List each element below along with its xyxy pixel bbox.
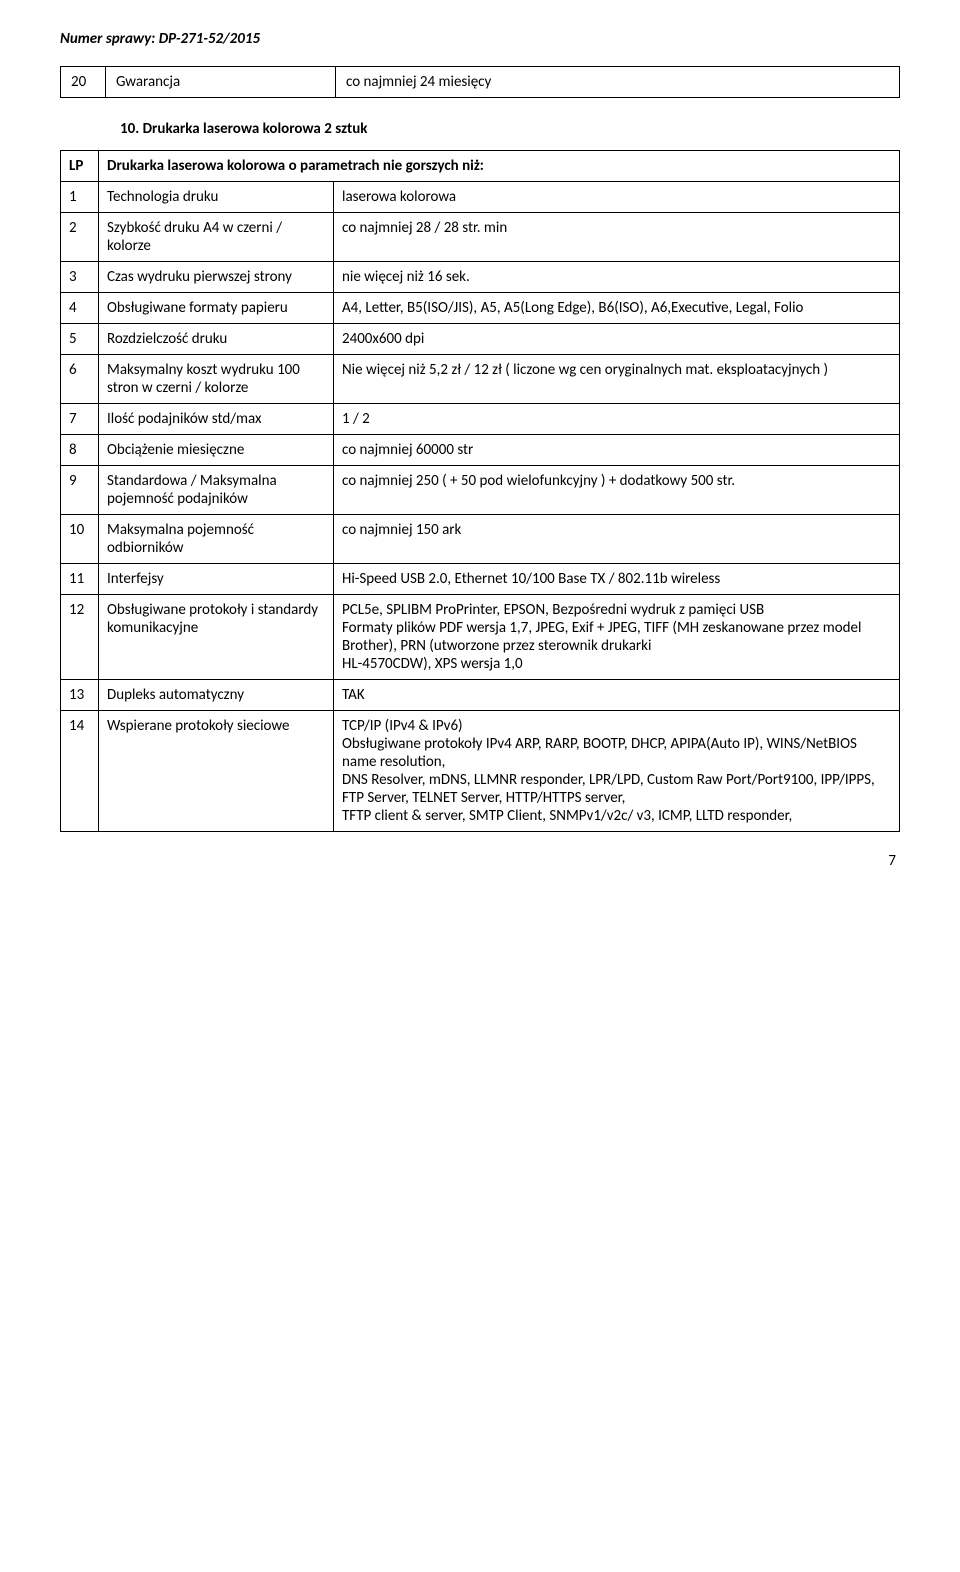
row-num: 12 xyxy=(61,595,99,680)
row-param: Czas wydruku pierwszej strony xyxy=(99,262,334,293)
row-num: 14 xyxy=(61,711,99,832)
warranty-value: co najmniej 24 miesięcy xyxy=(336,67,900,98)
row-param: Maksymalna pojemność odbiorników xyxy=(99,515,334,564)
row-param: Wspierane protokoły sieciowe xyxy=(99,711,334,832)
row-value: Hi-Speed USB 2.0, Ethernet 10/100 Base T… xyxy=(334,564,900,595)
row-value: nie więcej niż 16 sek. xyxy=(334,262,900,293)
row-param: Interfejsy xyxy=(99,564,334,595)
section-title: 10. Drukarka laserowa kolorowa 2 sztuk xyxy=(120,120,900,138)
row-num: 5 xyxy=(61,324,99,355)
spec-header-row: LP Drukarka laserowa kolorowa o parametr… xyxy=(61,151,900,182)
row-num: 9 xyxy=(61,466,99,515)
table-row: 1Technologia drukulaserowa kolorowa xyxy=(61,182,900,213)
row-num: 11 xyxy=(61,564,99,595)
row-value: Nie więcej niż 5,2 zł / 12 zł ( liczone … xyxy=(334,355,900,404)
row-value: 1 / 2 xyxy=(334,404,900,435)
warranty-num: 20 xyxy=(61,67,106,98)
row-param: Technologia druku xyxy=(99,182,334,213)
table-row: 12Obsługiwane protokoły i standardy komu… xyxy=(61,595,900,680)
row-value: co najmniej 150 ark xyxy=(334,515,900,564)
table-row: 9Standardowa / Maksymalna pojemność poda… xyxy=(61,466,900,515)
row-value: TCP/IP (IPv4 & IPv6) Obsługiwane protoko… xyxy=(334,711,900,832)
row-param: Maksymalny koszt wydruku 100 stron w cze… xyxy=(99,355,334,404)
table-row: 13Dupleks automatycznyTAK xyxy=(61,680,900,711)
warranty-table: 20 Gwarancja co najmniej 24 miesięcy xyxy=(60,66,900,98)
row-value: 2400x600 dpi xyxy=(334,324,900,355)
table-row: 4Obsługiwane formaty papieruA4, Letter, … xyxy=(61,293,900,324)
row-num: 6 xyxy=(61,355,99,404)
row-value: co najmniej 28 / 28 str. min xyxy=(334,213,900,262)
row-num: 1 xyxy=(61,182,99,213)
row-num: 10 xyxy=(61,515,99,564)
row-value: co najmniej 250 ( + 50 pod wielofunkcyjn… xyxy=(334,466,900,515)
row-num: 7 xyxy=(61,404,99,435)
row-param: Obciążenie miesięczne xyxy=(99,435,334,466)
row-value: laserowa kolorowa xyxy=(334,182,900,213)
row-num: 13 xyxy=(61,680,99,711)
case-number: Numer sprawy: DP-271-52/2015 xyxy=(60,30,900,48)
warranty-label: Gwarancja xyxy=(106,67,336,98)
row-value: A4, Letter, B5(ISO/JIS), A5, A5(Long Edg… xyxy=(334,293,900,324)
table-row: 2Szybkość druku A4 w czerni / kolorzeco … xyxy=(61,213,900,262)
table-row: 3Czas wydruku pierwszej stronynie więcej… xyxy=(61,262,900,293)
row-num: 2 xyxy=(61,213,99,262)
header-lp: LP xyxy=(61,151,99,182)
row-param: Obsługiwane formaty papieru xyxy=(99,293,334,324)
table-row: 5Rozdzielczość druku2400x600 dpi xyxy=(61,324,900,355)
row-num: 3 xyxy=(61,262,99,293)
table-row: 11InterfejsyHi-Speed USB 2.0, Ethernet 1… xyxy=(61,564,900,595)
row-num: 4 xyxy=(61,293,99,324)
row-num: 8 xyxy=(61,435,99,466)
row-value: co najmniej 60000 str xyxy=(334,435,900,466)
row-value: TAK xyxy=(334,680,900,711)
row-param: Standardowa / Maksymalna pojemność podaj… xyxy=(99,466,334,515)
table-row: 7Ilość podajników std/max1 / 2 xyxy=(61,404,900,435)
row-param: Rozdzielczość druku xyxy=(99,324,334,355)
row-param: Ilość podajników std/max xyxy=(99,404,334,435)
table-row: 10Maksymalna pojemność odbiornikówco naj… xyxy=(61,515,900,564)
spec-table: LP Drukarka laserowa kolorowa o parametr… xyxy=(60,150,900,832)
row-value: PCL5e, SPLIBM ProPrinter, EPSON, Bezpośr… xyxy=(334,595,900,680)
table-row: 14Wspierane protokoły siecioweTCP/IP (IP… xyxy=(61,711,900,832)
table-row: 8Obciążenie miesięczneco najmniej 60000 … xyxy=(61,435,900,466)
row-param: Dupleks automatyczny xyxy=(99,680,334,711)
row-param: Szybkość druku A4 w czerni / kolorze xyxy=(99,213,334,262)
table-row: 6Maksymalny koszt wydruku 100 stron w cz… xyxy=(61,355,900,404)
page-number: 7 xyxy=(60,852,900,870)
row-param: Obsługiwane protokoły i standardy komuni… xyxy=(99,595,334,680)
header-desc: Drukarka laserowa kolorowa o parametrach… xyxy=(99,151,900,182)
table-row: 20 Gwarancja co najmniej 24 miesięcy xyxy=(61,67,900,98)
